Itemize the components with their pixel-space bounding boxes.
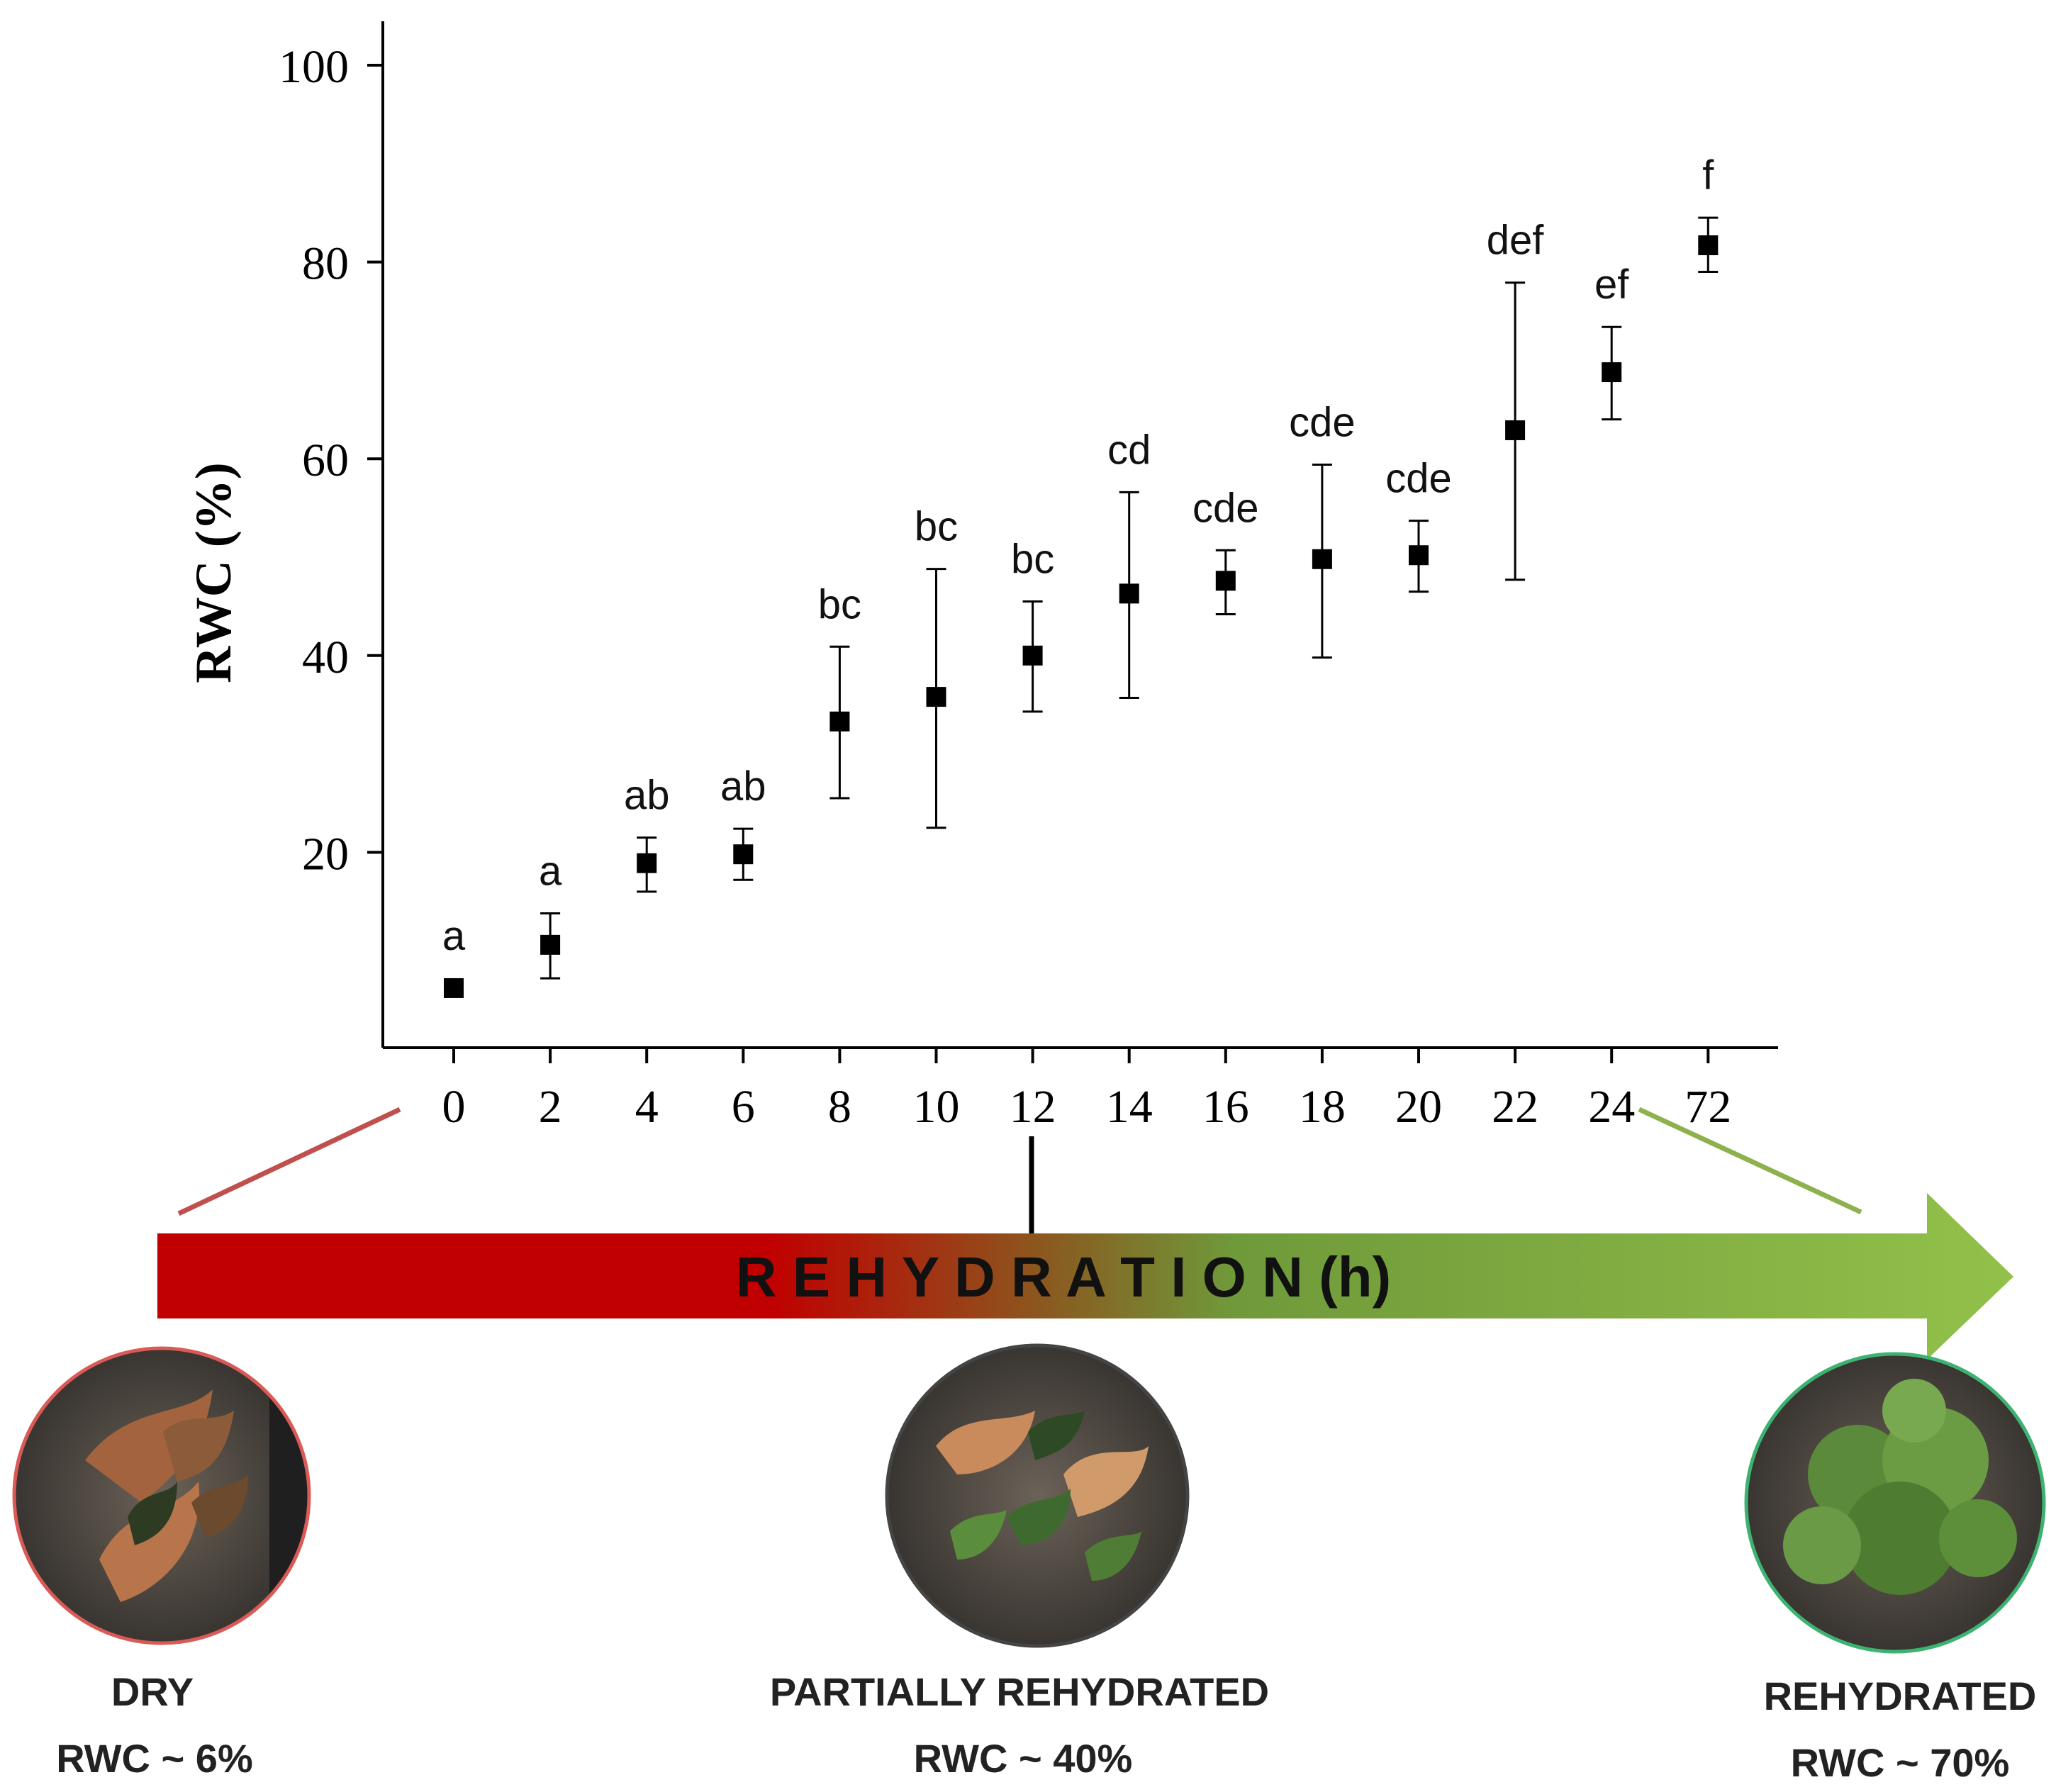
significance-label-14: cd	[1107, 427, 1151, 473]
significance-label-8: bc	[818, 581, 861, 627]
x-tick-label-4: 4	[635, 1081, 659, 1133]
data-point-2	[540, 934, 561, 955]
x-tick-label-14: 14	[1106, 1081, 1153, 1133]
stage-dry-title: DRY	[111, 1669, 194, 1714]
data-point-8	[829, 711, 850, 732]
significance-label-10: bc	[915, 504, 958, 550]
data-point-20	[1409, 545, 1429, 566]
dry-connector-line	[177, 1107, 401, 1216]
x-tick-label-22: 22	[1492, 1081, 1538, 1133]
x-tick-label-24: 24	[1588, 1081, 1635, 1133]
rehydration-arrow: R E H Y D R A T I O N (h)	[157, 1193, 2013, 1360]
data-point-0	[444, 978, 464, 998]
stage-wet-photo	[1744, 1352, 2046, 1654]
stage-partial-rwc: RWC ~ 40%	[914, 1736, 1133, 1781]
stage-dry-border	[12, 1346, 311, 1645]
y-ticks: 20 40 60 80 100	[279, 41, 383, 880]
stage-partial-border	[885, 1343, 1190, 1648]
data-point-14	[1119, 583, 1139, 604]
data-points	[444, 235, 1719, 998]
data-point-22	[1505, 420, 1526, 440]
y-tick-label-20: 20	[302, 828, 349, 880]
data-point-24	[1602, 362, 1622, 383]
data-point-6	[733, 844, 754, 865]
data-point-16	[1215, 571, 1236, 591]
x-tick-label-12: 12	[1010, 1081, 1056, 1133]
x-tick-label-2: 2	[539, 1081, 562, 1133]
wet-connector-line	[1638, 1107, 1862, 1215]
y-tick-label-100: 100	[279, 41, 349, 93]
y-tick-label-60: 60	[302, 435, 349, 486]
data-point-10	[926, 687, 946, 707]
x-tick-label-18: 18	[1299, 1081, 1346, 1133]
x-ticks: 0 2 4 6 8 10 12 14 16 18 20 22 24 72	[442, 1048, 1731, 1133]
significance-label-12: bc	[1011, 536, 1054, 582]
stage-dry-photo	[12, 1346, 311, 1645]
x-tick-label-20: 20	[1395, 1081, 1442, 1133]
y-tick-label-40: 40	[302, 632, 349, 683]
significance-label-4: ab	[624, 773, 670, 819]
data-point-72	[1698, 235, 1719, 256]
x-tick-label-16: 16	[1202, 1081, 1249, 1133]
x-tick-label-6: 6	[732, 1081, 755, 1133]
stage-dry-rwc: RWC ~ 6%	[56, 1736, 252, 1781]
x-tick-label-10: 10	[913, 1081, 960, 1133]
significance-label-2: a	[539, 848, 562, 894]
x-tick-label-0: 0	[442, 1081, 466, 1133]
significance-label-6: ab	[720, 763, 766, 810]
arrow-shape	[157, 1193, 2013, 1360]
significance-label-24: ef	[1594, 262, 1629, 308]
significance-label-16: cde	[1192, 485, 1259, 531]
significance-label-18: cde	[1289, 400, 1356, 446]
data-point-12	[1022, 645, 1043, 666]
stage-wet-rwc: RWC ~ 70%	[1791, 1740, 2010, 1785]
data-point-4	[637, 853, 657, 873]
stage-wet-border	[1744, 1352, 2046, 1654]
x-tick-label-8: 8	[828, 1081, 851, 1133]
arrow-label: R E H Y D R A T I O N (h)	[736, 1245, 1392, 1309]
y-tick-label-80: 80	[302, 238, 349, 290]
significance-label-22: def	[1487, 218, 1545, 264]
stage-partial-photo	[885, 1343, 1190, 1648]
stage-wet-title: REHYDRATED	[1764, 1674, 2037, 1718]
significance-label-0: a	[442, 913, 466, 959]
x-tick-label-72: 72	[1685, 1081, 1731, 1133]
significance-label-72: f	[1702, 152, 1714, 198]
data-point-18	[1312, 549, 1332, 569]
significance-label-20: cde	[1385, 456, 1452, 502]
stage-partial-title: PARTIALLY REHYDRATED	[770, 1669, 1269, 1714]
y-axis-label: RWC (%)	[185, 462, 242, 683]
